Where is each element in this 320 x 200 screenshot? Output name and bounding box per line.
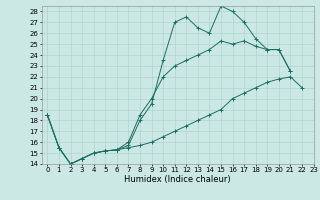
X-axis label: Humidex (Indice chaleur): Humidex (Indice chaleur) bbox=[124, 175, 231, 184]
